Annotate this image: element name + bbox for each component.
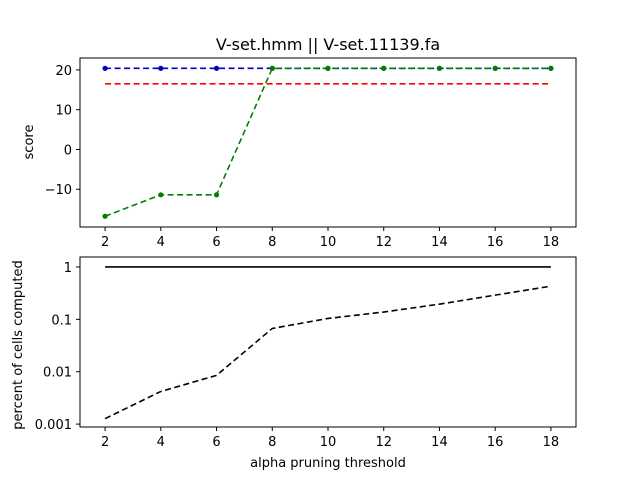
score-axes: V-set.hmm || V-set.11139.fa score 2 4 6 8 10… (22, 35, 577, 250)
score-plot-area (102, 65, 554, 219)
score-series-3-point (102, 213, 108, 219)
cells-plot-area (104, 266, 552, 420)
score-series-1-point (213, 65, 220, 71)
score-series-3-point (213, 192, 220, 198)
cells-x-tick-label: 2 (101, 435, 109, 450)
cells-x-tick-label: 18 (543, 435, 560, 450)
score-x-tick-label: 4 (157, 235, 165, 250)
score-series-3-point (381, 65, 387, 71)
cells-y-axis-label: percent of cells computed (11, 260, 26, 429)
cells-y-tick-label: 1 (64, 261, 72, 276)
cells-axes: percent of cells computed alpha pruning … (11, 256, 577, 471)
score-x-tick-label: 2 (101, 235, 109, 250)
score-series-3-point (436, 65, 443, 71)
score-x-tick-label: 8 (268, 235, 276, 250)
score-y-ticks: 20 10 0 −10 (45, 64, 80, 198)
cells-x-ticks: 2 4 6 8 10 12 14 16 18 (101, 427, 559, 450)
chart-title: V-set.hmm || V-set.11139.fa (216, 35, 440, 54)
score-x-tick-label: 16 (487, 235, 504, 250)
score-x-tick-label: 18 (543, 235, 560, 250)
score-x-tick-label: 12 (375, 235, 392, 250)
score-x-tick-label: 6 (212, 235, 220, 250)
score-y-tick-label: 10 (55, 104, 72, 119)
score-y-tick-label: 0 (64, 143, 72, 158)
cells-x-tick-label: 16 (487, 435, 504, 450)
score-y-tick-label: −10 (45, 183, 72, 198)
cells-y-tick-label: 0.001 (35, 418, 72, 433)
score-series-3-point (325, 65, 331, 71)
score-y-tick-label: 20 (55, 64, 72, 79)
score-x-tick-label: 14 (431, 235, 448, 250)
cells-x-tick-label: 12 (375, 435, 392, 450)
cells-y-ticks: 1 0.1 0.01 0.001 (35, 261, 80, 433)
score-series-3-point (158, 192, 164, 198)
score-series-1-point (102, 65, 108, 71)
cells-x-tick-label: 4 (157, 435, 165, 450)
cells-x-tick-label: 8 (268, 435, 276, 450)
cells-y-tick-label: 0.1 (51, 313, 72, 328)
cells-x-tick-label: 14 (431, 435, 448, 450)
score-x-tick-label: 10 (320, 235, 337, 250)
score-x-ticks: 2 4 6 8 10 12 14 16 18 (101, 227, 559, 250)
score-series-3-point (269, 65, 275, 71)
score-series-1-point (158, 65, 164, 71)
cells-x-tick-label: 6 (212, 435, 220, 450)
cells-y-tick-label: 0.01 (43, 366, 72, 381)
score-series-3-point (492, 65, 498, 71)
cells-x-axis-label: alpha pruning threshold (250, 456, 406, 471)
cells-series-2-line (104, 285, 552, 420)
cells-x-tick-label: 10 (320, 435, 337, 450)
score-series-3-point (548, 65, 554, 71)
score-y-axis-label: score (22, 125, 37, 160)
